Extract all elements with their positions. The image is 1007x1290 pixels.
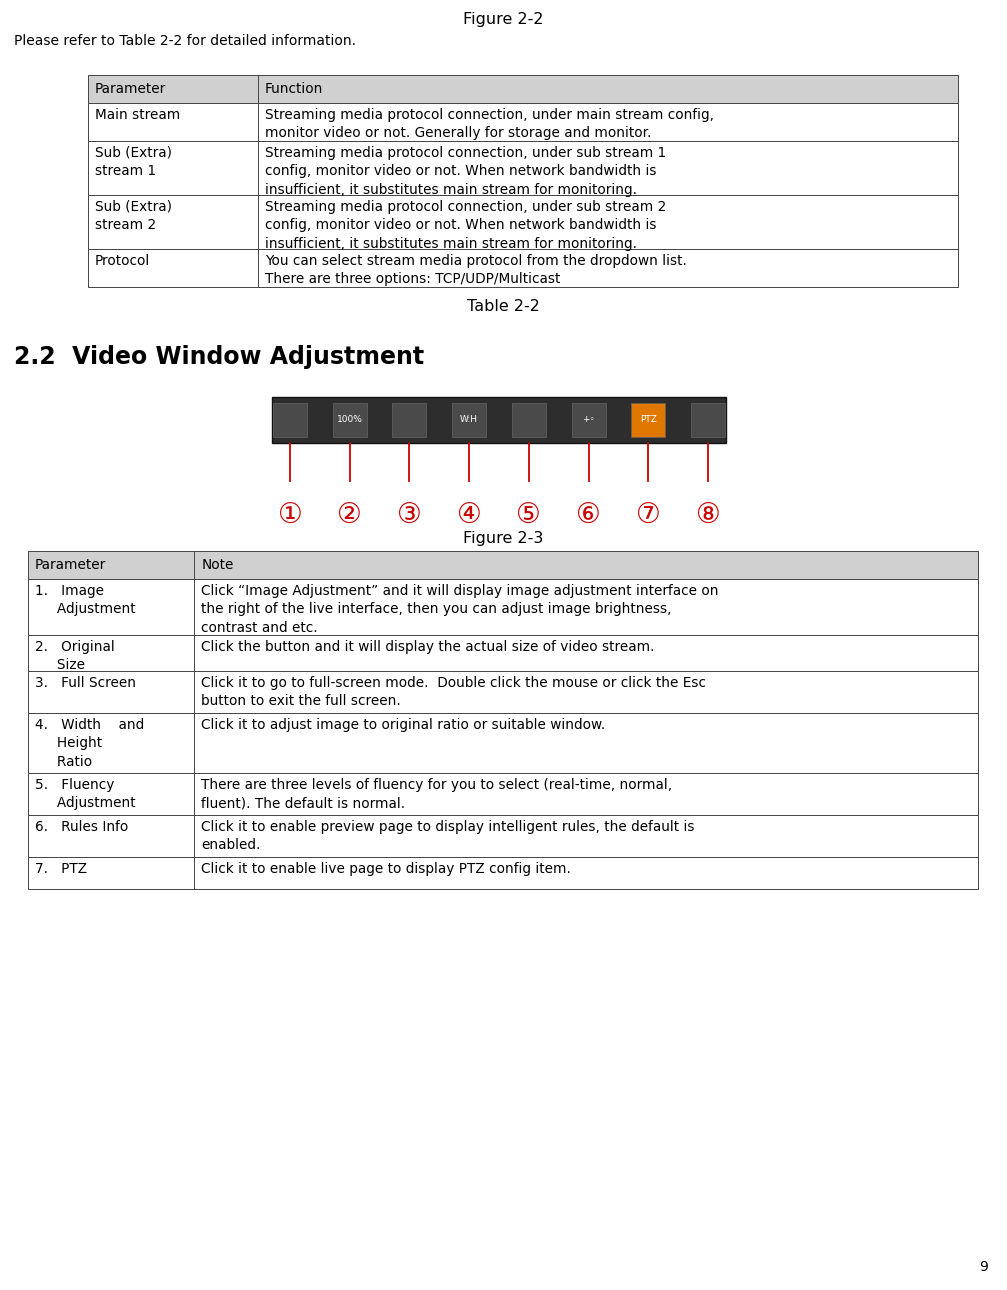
Text: You can select stream media protocol from the dropdown list.
There are three opt: You can select stream media protocol fro… (265, 254, 687, 286)
Bar (28, 635, 978, 671)
Text: ③: ③ (397, 501, 422, 529)
Text: +◦: +◦ (582, 415, 595, 424)
Bar (28, 579, 978, 635)
Text: ②: ② (337, 501, 363, 529)
Text: Please refer to Table 2-2 for detailed information.: Please refer to Table 2-2 for detailed i… (14, 34, 356, 48)
Text: 3.   Full Screen: 3. Full Screen (35, 676, 136, 690)
Bar (88, 75, 958, 103)
Text: W:H: W:H (460, 415, 478, 424)
Bar (28, 551, 978, 579)
Text: Click the button and it will display the actual size of video stream.: Click the button and it will display the… (201, 640, 655, 654)
Text: Streaming media protocol connection, under main stream config,
monitor video or : Streaming media protocol connection, und… (265, 108, 714, 141)
Text: 6.   Rules Info: 6. Rules Info (35, 820, 128, 835)
Text: Streaming media protocol connection, under sub stream 2
config, monitor video or: Streaming media protocol connection, und… (265, 200, 666, 250)
Bar (332, 402, 367, 437)
Text: Click “Image Adjustment” and it will display image adjustment interface on
the r: Click “Image Adjustment” and it will dis… (201, 584, 719, 635)
Text: Click it to go to full-screen mode.  Double click the mouse or click the Esc
but: Click it to go to full-screen mode. Doub… (201, 676, 706, 708)
Bar (28, 857, 978, 889)
Bar (691, 402, 725, 437)
Text: ⑤: ⑤ (517, 501, 542, 529)
Text: Streaming media protocol connection, under sub stream 1
config, monitor video or: Streaming media protocol connection, und… (265, 146, 666, 197)
Bar (88, 195, 958, 249)
Bar (88, 249, 958, 286)
Bar (273, 402, 307, 437)
Text: Click it to enable preview page to display intelligent rules, the default is
ena: Click it to enable preview page to displ… (201, 820, 695, 853)
Text: 7.   PTZ: 7. PTZ (35, 862, 88, 876)
Bar (512, 402, 546, 437)
Text: Figure 2-2: Figure 2-2 (463, 12, 543, 27)
Bar (28, 773, 978, 815)
Text: 100%: 100% (336, 415, 363, 424)
Bar (88, 141, 958, 195)
Text: ⑧: ⑧ (696, 501, 720, 529)
Text: Figure 2-3: Figure 2-3 (463, 531, 543, 546)
Text: Note: Note (201, 559, 234, 571)
Bar (393, 402, 426, 437)
Text: Table 2-2: Table 2-2 (466, 299, 540, 313)
Text: Click it to adjust image to original ratio or suitable window.: Click it to adjust image to original rat… (201, 719, 605, 731)
Text: 4.   Width    and
     Height
     Ratio: 4. Width and Height Ratio (35, 719, 144, 769)
Text: Click it to enable live page to display PTZ config item.: Click it to enable live page to display … (201, 862, 571, 876)
Text: 1.   Image
     Adjustment: 1. Image Adjustment (35, 584, 136, 617)
Text: ⑥: ⑥ (576, 501, 601, 529)
Text: Function: Function (265, 83, 323, 95)
Text: Parameter: Parameter (95, 83, 166, 95)
Text: ④: ④ (457, 501, 481, 529)
Text: 9: 9 (979, 1260, 988, 1275)
Text: ①: ① (278, 501, 302, 529)
Bar (28, 815, 978, 857)
Text: 2.2  Video Window Adjustment: 2.2 Video Window Adjustment (14, 344, 424, 369)
Bar (28, 713, 978, 773)
Text: Protocol: Protocol (95, 254, 150, 268)
Bar (28, 671, 978, 713)
Text: 5.   Fluency
     Adjustment: 5. Fluency Adjustment (35, 778, 136, 810)
Text: ⑦: ⑦ (635, 501, 661, 529)
Bar (88, 103, 958, 141)
Bar (452, 402, 486, 437)
Bar (572, 402, 605, 437)
Text: Main stream: Main stream (95, 108, 180, 123)
Bar (631, 402, 666, 437)
Bar (272, 397, 726, 442)
Text: Parameter: Parameter (35, 559, 107, 571)
Text: Sub (Extra)
stream 1: Sub (Extra) stream 1 (95, 146, 172, 178)
Text: 2.   Original
     Size: 2. Original Size (35, 640, 115, 672)
Text: PTZ: PTZ (639, 415, 657, 424)
Text: Sub (Extra)
stream 2: Sub (Extra) stream 2 (95, 200, 172, 232)
Text: There are three levels of fluency for you to select (real-time, normal,
fluent).: There are three levels of fluency for yo… (201, 778, 673, 810)
